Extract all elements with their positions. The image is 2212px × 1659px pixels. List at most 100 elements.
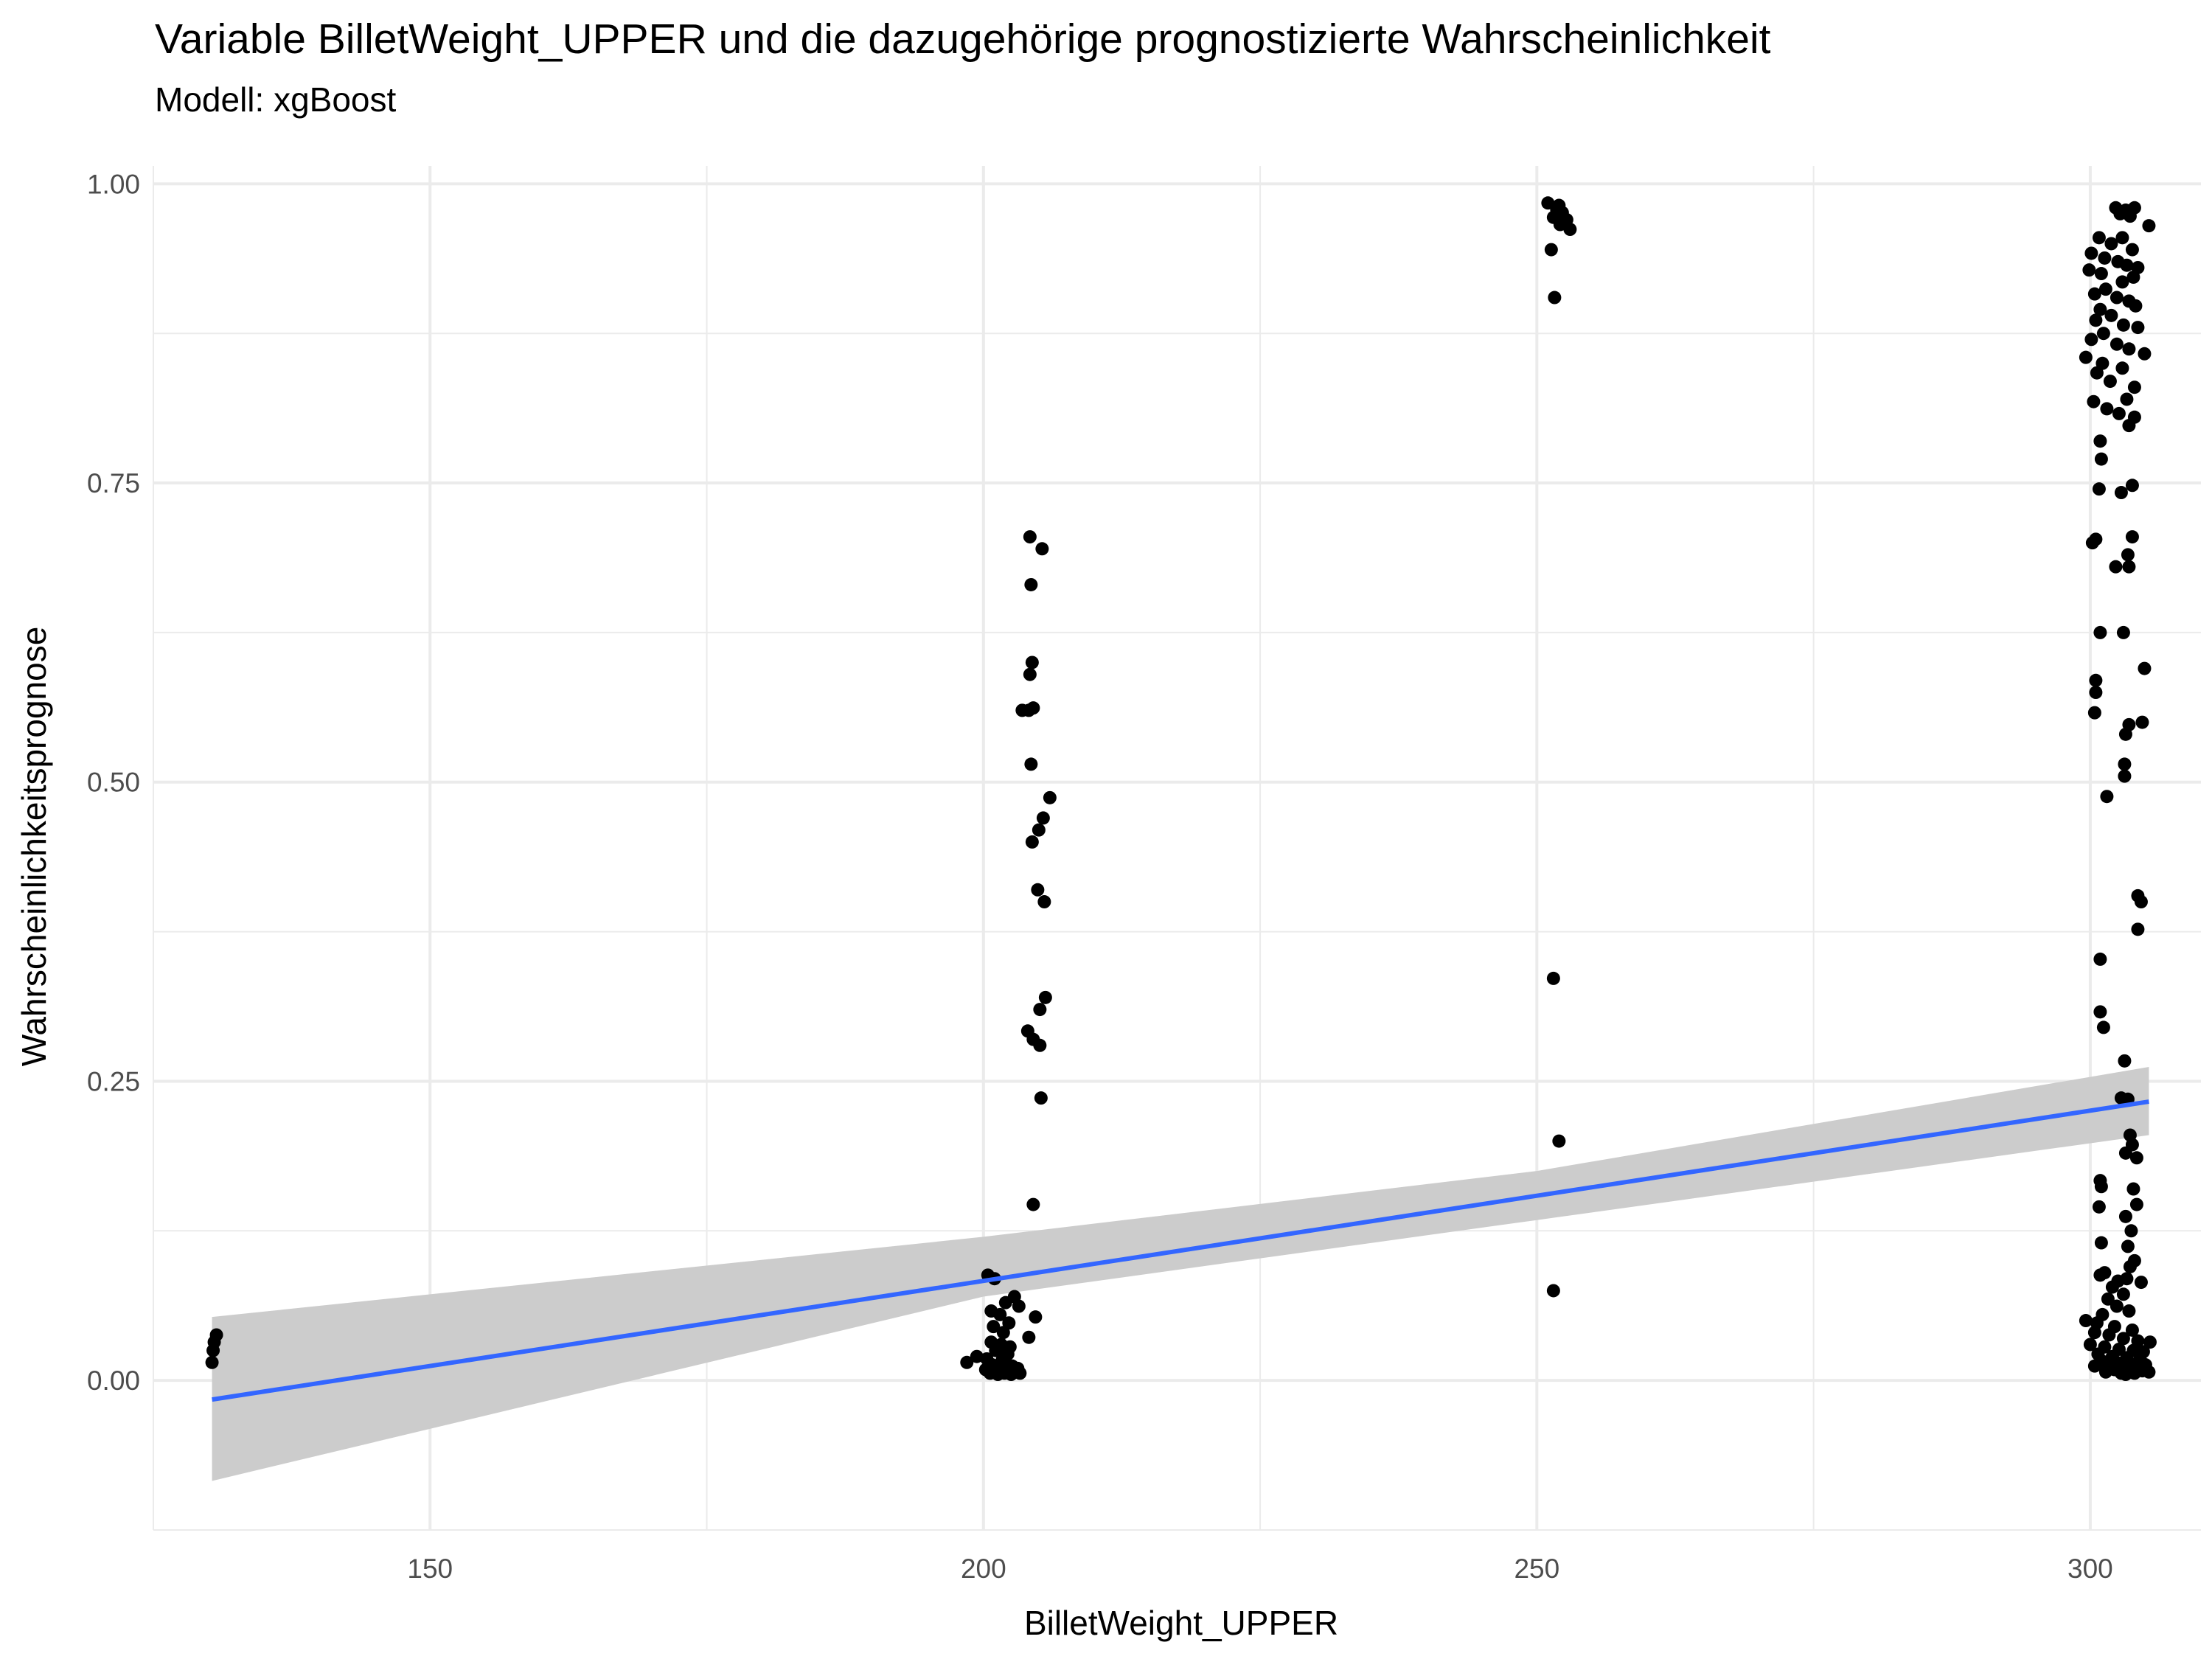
data-points-layer: [205, 196, 2157, 1382]
data-point: [970, 1349, 984, 1363]
data-point: [2126, 1182, 2140, 1196]
data-point: [2135, 715, 2149, 729]
data-point: [2093, 1005, 2107, 1019]
x-tick-label: 150: [407, 1554, 453, 1584]
chart-title: Variable BilletWeight_UPPER und die dazu…: [155, 15, 1771, 63]
data-point: [2096, 327, 2110, 341]
data-point: [1023, 530, 1037, 544]
data-point: [2113, 206, 2127, 220]
y-tick-label: 0.25: [87, 1066, 140, 1096]
data-point: [2129, 299, 2143, 313]
data-point: [2142, 219, 2156, 233]
data-point: [2094, 1236, 2108, 1250]
data-point: [2105, 1280, 2119, 1294]
data-point: [2116, 1332, 2130, 1346]
data-point: [1004, 1368, 1018, 1382]
data-point: [1024, 577, 1038, 591]
data-point: [1553, 218, 1567, 232]
y-tick-label: 0.75: [87, 468, 140, 498]
x-axis-ticks: 150 200 250 300: [407, 1554, 2112, 1584]
data-point: [2134, 895, 2148, 909]
data-point: [2118, 727, 2132, 741]
data-point: [2131, 321, 2145, 335]
data-point: [1038, 990, 1052, 1004]
x-tick-label: 300: [2067, 1554, 2113, 1584]
data-point: [2092, 482, 2106, 496]
data-point: [2123, 1259, 2137, 1273]
data-point: [989, 1343, 1003, 1357]
data-point: [2125, 530, 2139, 544]
y-axis-label: Wahrscheinlichkeitsprognose: [15, 627, 53, 1067]
data-point: [2109, 560, 2123, 574]
data-point: [2123, 209, 2137, 223]
data-point: [1546, 1284, 1560, 1298]
data-point: [2125, 243, 2139, 257]
data-point: [1036, 811, 1050, 825]
data-point: [2093, 434, 2107, 448]
data-point: [1023, 667, 1037, 681]
data-point: [2092, 231, 2106, 245]
data-point: [2120, 392, 2134, 406]
data-point: [1037, 895, 1051, 909]
data-point: [2082, 263, 2096, 277]
data-point: [2122, 342, 2136, 356]
data-point: [2116, 625, 2130, 639]
data-point: [1025, 835, 1039, 849]
data-point: [2089, 673, 2103, 687]
y-axis-ticks: 0.00 0.25 0.50 0.75 1.00: [87, 169, 140, 1396]
data-point: [2114, 486, 2128, 500]
data-point: [1032, 823, 1046, 837]
data-point: [2087, 706, 2101, 720]
data-point: [1026, 1197, 1040, 1211]
data-point: [1033, 1003, 1047, 1017]
data-point: [2094, 1180, 2108, 1194]
confidence-band-layer: [212, 1066, 2149, 1481]
data-point: [2122, 1304, 2136, 1318]
data-point: [991, 1368, 1005, 1382]
data-point: [1024, 757, 1038, 771]
data-point: [1544, 243, 1558, 257]
data-point: [2096, 1020, 2110, 1034]
data-point: [2100, 402, 2114, 416]
data-point: [2138, 661, 2152, 675]
data-point: [2098, 282, 2112, 296]
data-point: [2143, 1335, 2157, 1349]
data-point: [2093, 1268, 2107, 1282]
data-point: [2093, 952, 2107, 966]
data-point: [2134, 1276, 2148, 1290]
data-point: [1043, 790, 1057, 804]
data-point: [2138, 347, 2152, 361]
data-point: [2115, 231, 2129, 245]
data-point: [2100, 790, 2114, 804]
data-point: [2142, 1365, 2156, 1379]
y-tick-label: 1.00: [87, 169, 140, 199]
data-point: [2101, 1292, 2115, 1306]
data-point: [2090, 366, 2104, 380]
data-point: [2121, 548, 2135, 562]
data-point: [1541, 196, 1555, 210]
data-point: [1029, 1310, 1043, 1324]
data-point: [2116, 318, 2130, 332]
x-tick-label: 200: [961, 1554, 1006, 1584]
data-point: [1031, 883, 1045, 897]
data-point: [2118, 1054, 2132, 1068]
data-point: [2118, 757, 2132, 771]
data-point: [2129, 1197, 2143, 1211]
data-point: [2120, 258, 2134, 272]
data-point: [2131, 922, 2145, 936]
data-point: [2129, 1151, 2143, 1165]
data-point: [2098, 1365, 2112, 1379]
data-point: [2102, 1328, 2116, 1342]
data-point: [2116, 1287, 2130, 1301]
data-point: [209, 1328, 223, 1342]
chart-subtitle: Modell: xgBoost: [155, 80, 397, 119]
data-point: [2124, 1224, 2138, 1238]
data-point: [2122, 560, 2136, 574]
data-point: [2079, 1314, 2093, 1328]
data-point: [2094, 452, 2108, 466]
data-point: [2104, 237, 2118, 251]
data-point: [2085, 536, 2099, 550]
data-point: [2118, 769, 2132, 783]
data-point: [2118, 1209, 2132, 1223]
